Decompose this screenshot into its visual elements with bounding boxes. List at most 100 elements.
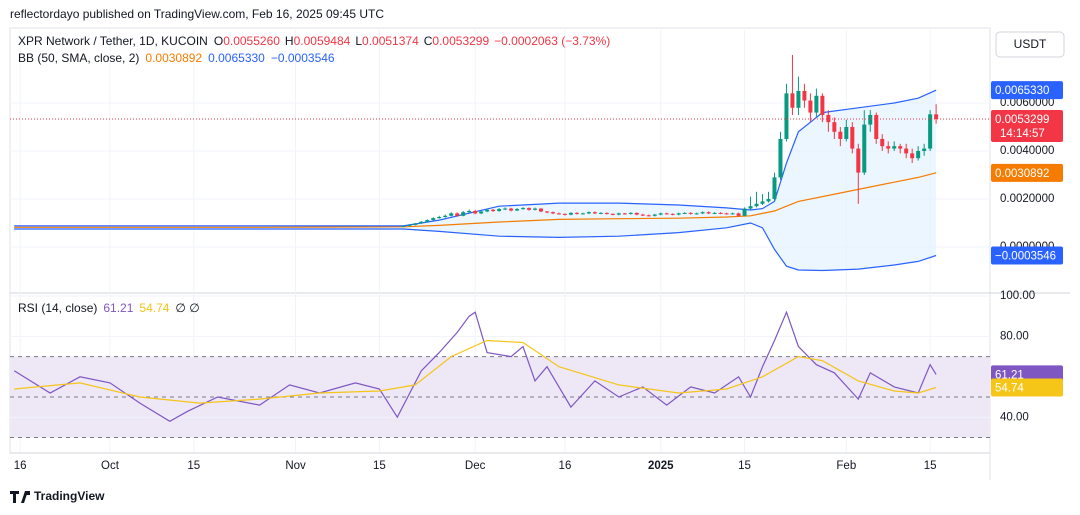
x-tick-label: 15	[373, 460, 386, 472]
candle-body	[515, 209, 520, 211]
candle-body	[670, 213, 675, 215]
rsi-title: RSI (14, close)	[18, 301, 97, 315]
candle-body	[592, 212, 597, 214]
candle-body	[922, 148, 927, 151]
candle-body	[664, 213, 669, 215]
last-value-box	[991, 81, 1063, 100]
y-tick-label: 100.00	[1000, 290, 1035, 302]
ohlc-value: 0.0051374	[362, 34, 419, 48]
x-tick-label: 15	[738, 460, 751, 472]
ohlc-key: L	[355, 34, 362, 48]
x-tick-label: Feb	[836, 460, 856, 472]
candle-body	[778, 138, 783, 178]
candle-body	[706, 212, 711, 214]
candle-body	[784, 93, 789, 139]
candle-body	[676, 213, 681, 215]
candle-body	[910, 153, 915, 159]
candle-body	[838, 131, 843, 139]
candle-body	[730, 213, 735, 215]
candle-body	[856, 148, 861, 173]
candle-body	[413, 223, 418, 225]
candle-body	[850, 126, 855, 149]
candle-body	[862, 124, 867, 173]
currency[interactable]: USDT	[1014, 37, 1047, 51]
bb-value: 0.0065330	[208, 51, 265, 65]
last-value-label: 61.21	[995, 369, 1024, 381]
candle-body	[634, 212, 639, 215]
rsi-line	[14, 339, 937, 404]
candle-body	[479, 211, 484, 214]
candle-body	[886, 146, 891, 149]
symbol-legend: XPR Network / Tether, 1D, KUCOIN O0.00552…	[18, 34, 610, 48]
candle-body	[407, 224, 412, 226]
candle-body	[419, 221, 424, 224]
candle-body	[461, 212, 466, 216]
candle-body	[503, 208, 508, 210]
rsi-value: 61.21	[103, 301, 133, 315]
candle-body	[401, 225, 406, 227]
candle-body	[521, 208, 526, 210]
ohlc-value: 0.0053299	[432, 34, 489, 48]
bb-value: −0.0003546	[271, 51, 335, 65]
candle-body	[904, 148, 909, 154]
x-tick-label: 15	[924, 460, 937, 472]
x-tick-label: 15	[187, 460, 200, 472]
candle-body	[916, 150, 921, 159]
candle-body	[568, 212, 573, 215]
ohlc-key: C	[424, 34, 433, 48]
last-value-label: 0.0030892	[995, 168, 1049, 180]
candle-body	[802, 90, 807, 101]
candle-body	[898, 146, 903, 149]
candle-body	[646, 215, 651, 217]
band-fill	[14, 90, 937, 271]
x-tick-label: 16	[559, 460, 572, 472]
candle-body	[431, 218, 436, 221]
candle-body	[425, 220, 430, 222]
bb-value: 0.0030892	[145, 51, 202, 65]
candle-body	[616, 213, 621, 215]
last-value-label: 54.74	[995, 382, 1024, 394]
candle-body	[892, 146, 897, 149]
y-tick-label: 80.00	[1000, 330, 1029, 342]
candle-body	[574, 212, 579, 214]
y-tick-label: 0.0060000	[1000, 97, 1054, 109]
bb-title: BB (50, SMA, close, 2)	[18, 51, 139, 65]
x-tick-label: Nov	[285, 460, 306, 472]
candle-body	[485, 209, 490, 212]
candle-body	[437, 216, 442, 219]
candle-body	[658, 213, 663, 215]
rsi-value: 54.74	[139, 301, 169, 315]
candle-body	[826, 114, 831, 123]
last-value-box	[991, 378, 1063, 397]
band-line	[14, 222, 937, 272]
y-tick-label: 40.00	[1000, 411, 1029, 423]
candle-body	[550, 212, 555, 214]
candle-body	[814, 95, 819, 113]
candle-body	[509, 208, 514, 211]
candle-body	[562, 213, 567, 215]
last-price-label: 0.0053299	[995, 114, 1049, 126]
candle-body	[652, 214, 657, 216]
candle-body	[844, 126, 849, 139]
x-tick-label: 2025	[648, 460, 674, 472]
candle-body	[700, 212, 705, 214]
candle-body	[556, 213, 561, 215]
symbol: XPR Network / Tether, 1D, KUCOIN	[18, 34, 208, 48]
candle-body	[598, 212, 603, 214]
x-tick-label: Oct	[101, 460, 120, 472]
candle-body	[497, 209, 502, 211]
rsi-legend: RSI (14, close) 61.21 54.74 ∅ ∅	[18, 301, 200, 315]
candle-body	[874, 114, 879, 139]
publisher: reflectordayo published on TradingView.c…	[10, 7, 384, 21]
ohlc-key: O	[214, 34, 223, 48]
candle-body	[736, 213, 741, 216]
brand-logo	[10, 491, 30, 503]
candle-body	[628, 212, 633, 214]
candle-body	[640, 214, 645, 216]
candle-body	[682, 212, 687, 214]
last-value-label: −0.0003546	[995, 251, 1056, 263]
candle-body	[832, 122, 837, 132]
currency-button[interactable]	[995, 31, 1065, 58]
